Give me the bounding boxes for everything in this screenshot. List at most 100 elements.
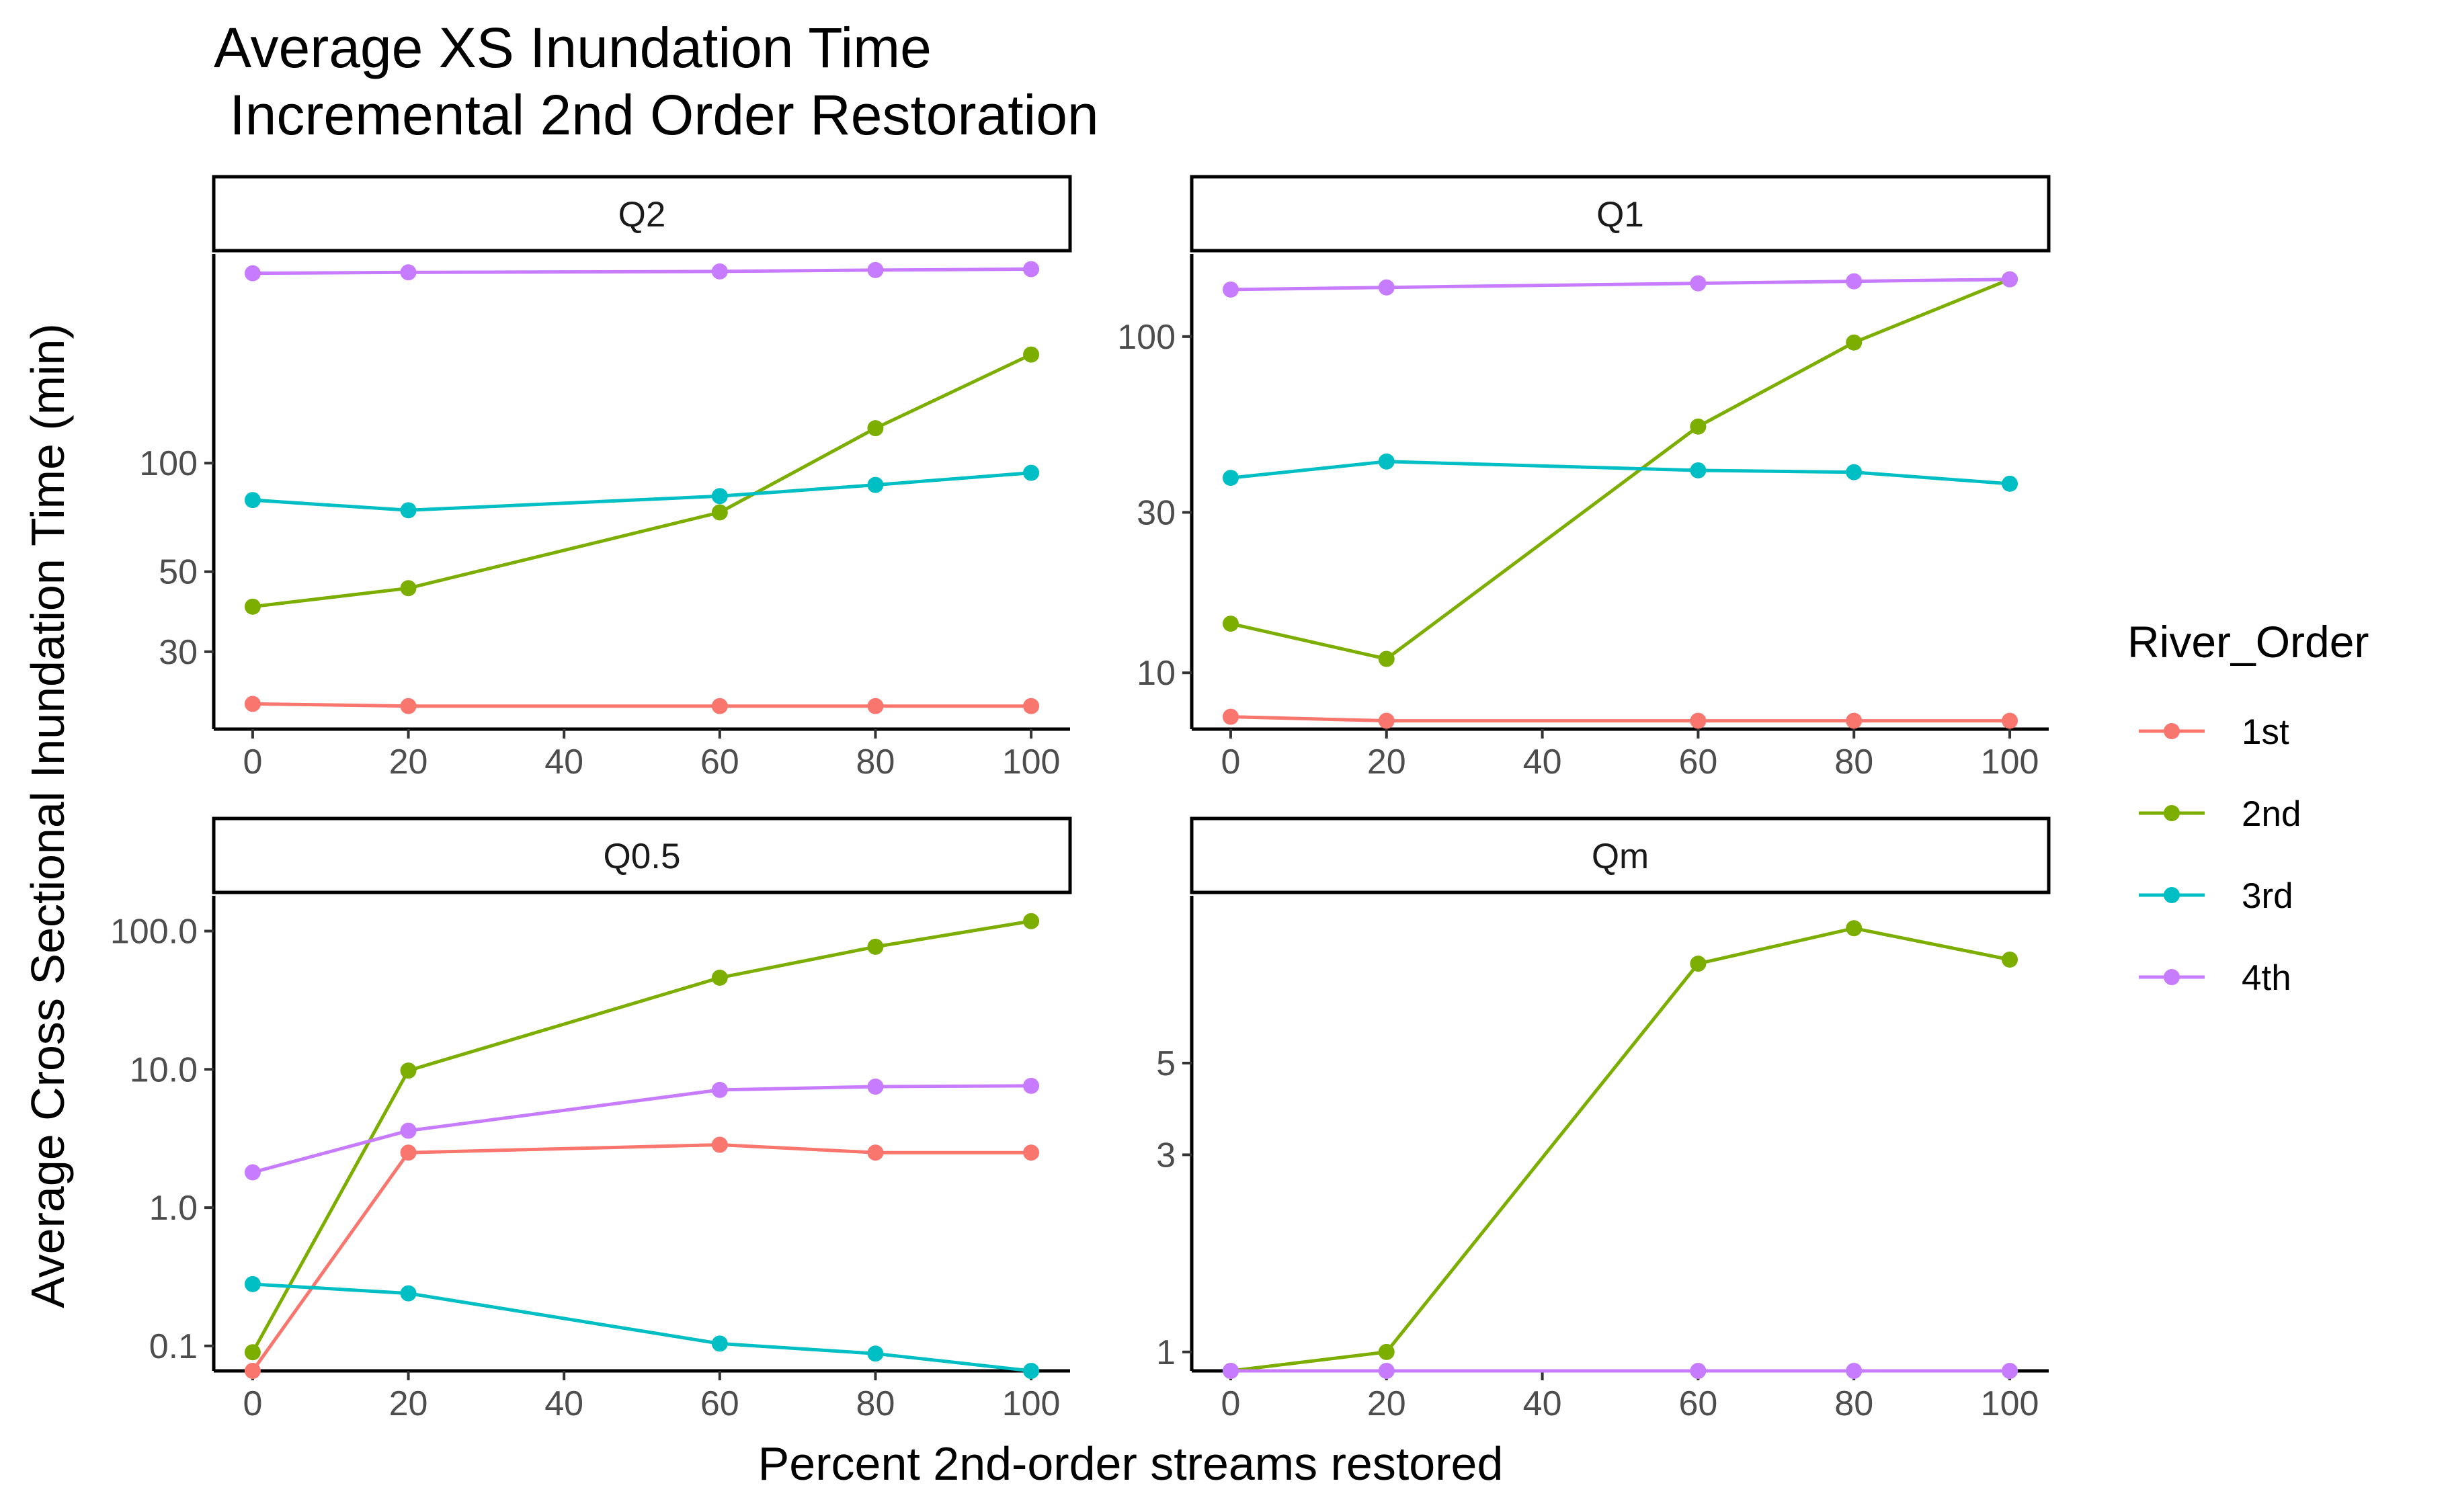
data-point-4th — [1023, 1077, 1040, 1094]
facet-strip — [212, 175, 1072, 253]
facet-strip-label: Q2 — [618, 195, 666, 235]
x-tick-label: 60 — [1678, 1384, 1717, 1423]
data-point-2nd — [1690, 956, 1707, 972]
data-point-4th — [1690, 1363, 1707, 1379]
x-tick-label: 40 — [1523, 1384, 1562, 1423]
data-point-4th — [711, 1081, 728, 1098]
data-point-1st — [244, 696, 261, 712]
data-point-2nd — [867, 938, 884, 955]
x-tick-label: 80 — [1834, 743, 1873, 782]
data-point-4th — [400, 1122, 417, 1139]
data-point-3rd — [711, 1335, 728, 1352]
data-point-2nd — [711, 504, 728, 521]
data-point-2nd — [1378, 1343, 1395, 1360]
x-tick-label: 40 — [544, 743, 583, 782]
facet-strip — [1190, 816, 2051, 894]
y-tick-label: 100.0 — [110, 913, 198, 952]
data-point-2nd — [400, 580, 417, 597]
panel-q2: Q2 0 20 40 60 80 100 30 50 100 — [139, 175, 1072, 782]
legend-label: 1st — [2242, 712, 2289, 752]
y-tick-label: 1 — [1156, 1333, 1176, 1372]
data-point-3rd — [2002, 475, 2018, 492]
x-tick-label: 100 — [1981, 1384, 2039, 1423]
data-point-2nd — [1023, 346, 1040, 363]
data-point-2nd — [244, 598, 261, 615]
data-point-4th — [244, 1164, 261, 1181]
x-tick-label: 0 — [1221, 1384, 1240, 1423]
data-point-4th — [1846, 273, 1863, 290]
data-point-3rd — [1378, 453, 1395, 470]
data-point-3rd — [244, 1275, 261, 1292]
data-point-2nd — [1222, 616, 1239, 632]
data-point-1st — [1023, 698, 1040, 714]
data-point-2nd — [244, 1344, 261, 1361]
data-point-1st — [1846, 712, 1863, 729]
legend-label: 3rd — [2242, 876, 2293, 916]
chart-title: Average XS Inundation Time — [214, 16, 932, 79]
panel-q0-5: Q0.5 0 20 40 60 80 100 0.1 1.0 10.0 100.0 — [110, 816, 1072, 1423]
data-point-1st — [711, 1136, 728, 1153]
data-point-4th — [2002, 271, 2018, 288]
data-point-1st — [867, 1144, 884, 1161]
legend-key-point — [2164, 723, 2180, 739]
data-point-4th — [1222, 281, 1239, 298]
y-tick-label: 5 — [1156, 1044, 1176, 1083]
series-4th — [244, 261, 1040, 282]
series-4th — [1222, 1363, 2018, 1379]
x-tick-label: 40 — [544, 1384, 583, 1423]
chart-subtitle: Incremental 2nd Order Restoration — [214, 83, 1099, 146]
legend-item-3rd: 3rd — [2139, 876, 2293, 916]
data-point-2nd — [1023, 913, 1040, 929]
y-tick-label: 30 — [159, 633, 198, 672]
x-tick-label: 40 — [1523, 743, 1562, 782]
x-tick-label: 60 — [700, 1384, 739, 1423]
legend-key-point — [2164, 887, 2180, 903]
data-point-2nd — [400, 1062, 417, 1079]
data-point-2nd — [2002, 951, 2018, 968]
data-point-2nd — [867, 420, 884, 437]
data-point-4th — [400, 264, 417, 281]
y-tick-label: 100 — [139, 444, 198, 483]
data-point-2nd — [1378, 650, 1395, 667]
data-point-4th — [711, 263, 728, 280]
legend-label: 2nd — [2242, 794, 2301, 834]
data-point-1st — [711, 698, 728, 714]
legend-label: 4th — [2242, 958, 2291, 998]
series-1st — [244, 1136, 1040, 1379]
y-tick-label: 10 — [1137, 654, 1176, 693]
data-point-3rd — [1690, 462, 1707, 478]
legend-key-point — [2164, 969, 2180, 985]
y-tick-label: 1.0 — [149, 1189, 198, 1228]
x-tick-label: 80 — [1834, 1384, 1873, 1423]
panel-qm: Qm 0 20 40 60 80 100 1 3 5 — [1156, 816, 2051, 1423]
x-tick-label: 80 — [856, 743, 895, 782]
series-4th — [1222, 271, 2018, 298]
data-point-1st — [1378, 712, 1395, 729]
x-tick-label: 0 — [243, 1384, 262, 1423]
legend-items: 1st 2nd 3rd 4th — [2139, 712, 2301, 998]
y-tick-label: 30 — [1137, 493, 1176, 532]
legend-key-point — [2164, 805, 2180, 821]
series-1st — [244, 696, 1040, 714]
data-point-4th — [2002, 1363, 2018, 1379]
legend: River_Order 1st 2nd 3rd 4th — [2127, 617, 2369, 998]
data-point-4th — [1378, 279, 1395, 296]
data-point-1st — [2002, 712, 2018, 729]
x-tick-label: 20 — [1367, 743, 1406, 782]
data-point-3rd — [711, 488, 728, 505]
data-point-2nd — [1846, 334, 1863, 351]
data-point-4th — [1846, 1363, 1863, 1379]
data-point-1st — [400, 1144, 417, 1161]
data-point-4th — [1378, 1363, 1395, 1379]
data-point-4th — [1023, 261, 1040, 278]
data-point-3rd — [244, 492, 261, 509]
data-point-3rd — [1222, 470, 1239, 487]
x-tick-label: 100 — [1981, 743, 2039, 782]
facet-strip-label: Q1 — [1596, 195, 1644, 235]
data-point-3rd — [400, 1285, 417, 1302]
data-point-2nd — [1690, 418, 1707, 435]
data-point-2nd — [711, 969, 728, 986]
data-point-4th — [244, 265, 261, 282]
